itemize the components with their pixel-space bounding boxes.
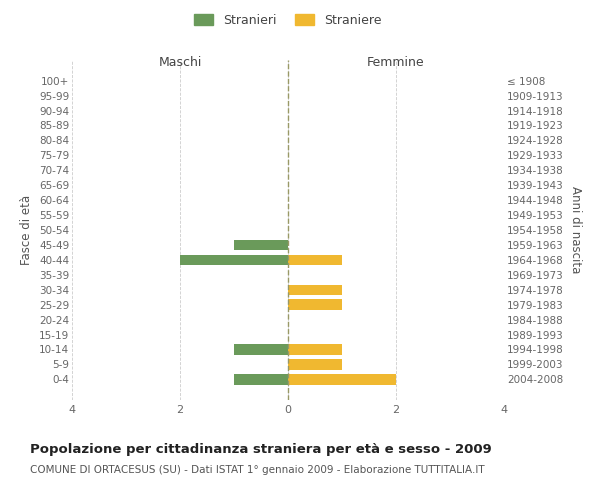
Y-axis label: Fasce di età: Fasce di età xyxy=(20,195,34,265)
Bar xyxy=(288,284,342,295)
Bar xyxy=(288,374,396,384)
Bar xyxy=(234,374,288,384)
Text: COMUNE DI ORTACESUS (SU) - Dati ISTAT 1° gennaio 2009 - Elaborazione TUTTITALIA.: COMUNE DI ORTACESUS (SU) - Dati ISTAT 1°… xyxy=(30,465,485,475)
Bar xyxy=(234,240,288,250)
Bar xyxy=(288,359,342,370)
Legend: Stranieri, Straniere: Stranieri, Straniere xyxy=(190,8,386,32)
Bar xyxy=(288,344,342,354)
Bar xyxy=(234,344,288,354)
Bar xyxy=(180,254,288,265)
Text: Femmine: Femmine xyxy=(367,56,425,68)
Y-axis label: Anni di nascita: Anni di nascita xyxy=(569,186,582,274)
Bar xyxy=(288,254,342,265)
Bar xyxy=(288,300,342,310)
Text: Popolazione per cittadinanza straniera per età e sesso - 2009: Popolazione per cittadinanza straniera p… xyxy=(30,442,492,456)
Text: Maschi: Maschi xyxy=(158,56,202,68)
